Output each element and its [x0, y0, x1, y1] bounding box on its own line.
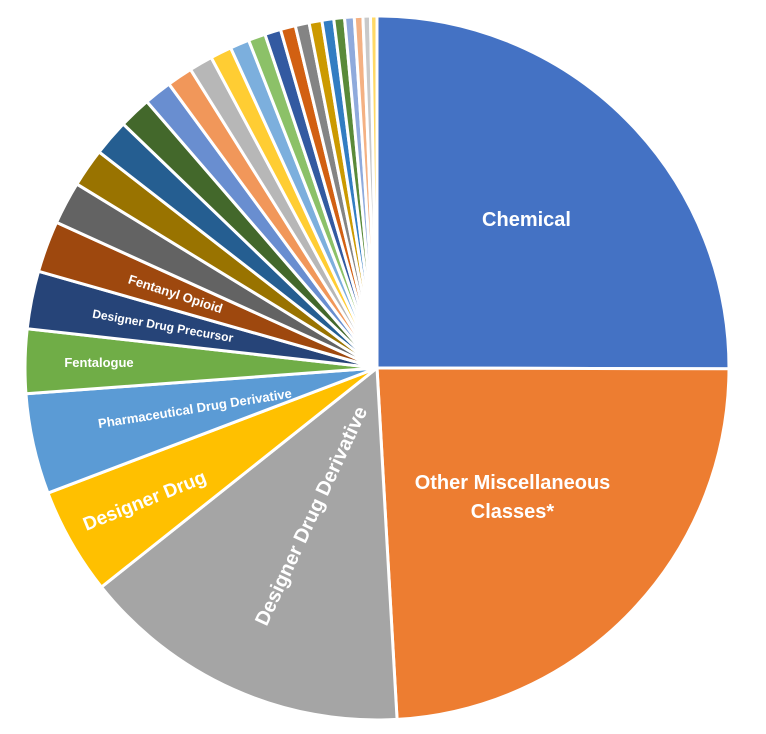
pie-label-other-miscellaneous-classes: Other Miscellaneous Classes* [415, 472, 611, 523]
pie-slice-other-miscellaneous-classes [375, 366, 731, 722]
pie-slices [23, 14, 731, 722]
pie-label-fentalogue: Fentalogue [64, 355, 133, 370]
pie-slice-chemical [375, 14, 731, 371]
pie-slice-designer-drug-derivative [99, 365, 399, 722]
pie-label-chemical: Chemical [482, 209, 571, 231]
pie-slice-28 [368, 14, 379, 369]
